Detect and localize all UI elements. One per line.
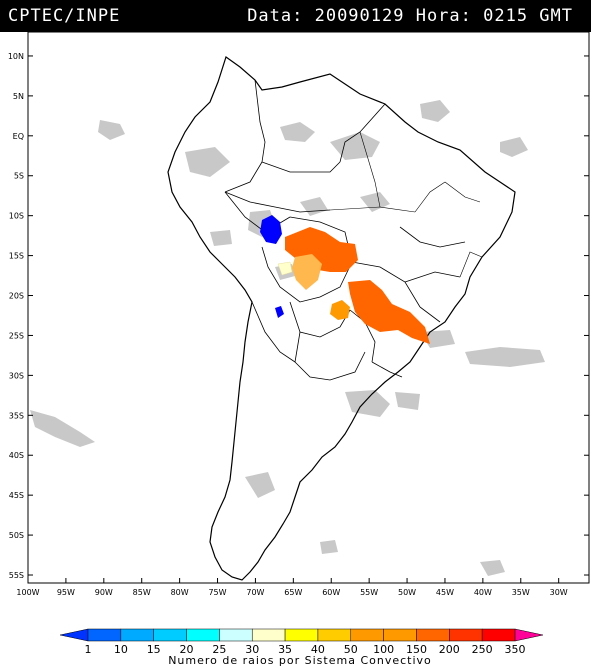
lon-tick-label: 50W bbox=[398, 588, 416, 597]
colorbar-swatch bbox=[120, 628, 154, 642]
lon-tick-label: 85W bbox=[133, 588, 151, 597]
lat-tick-label: 50S bbox=[9, 531, 24, 540]
colorbar-level-label: 40 bbox=[311, 643, 325, 656]
lon-tick-label: 65W bbox=[284, 588, 302, 597]
state-borders bbox=[329, 131, 483, 278]
lon-tick-label: 80W bbox=[171, 588, 189, 597]
lat-tick-label: 35S bbox=[9, 411, 24, 420]
lat-tick-label: 5N bbox=[13, 92, 24, 101]
lon-tick-label: 40W bbox=[474, 588, 492, 597]
lon-tick-label: 75W bbox=[208, 588, 226, 597]
datetime-label: Data: 20090129 Hora: 0215 GMT bbox=[247, 6, 573, 26]
lat-tick-label: EQ bbox=[13, 132, 24, 141]
storm-cluster-blue-peru bbox=[260, 215, 282, 244]
source-label: CPTEC/INPE bbox=[8, 6, 121, 26]
storm-cluster-orange-paraguay bbox=[330, 300, 350, 320]
lat-tick-label: 10S bbox=[9, 212, 24, 221]
colorbar-swatch bbox=[514, 628, 544, 642]
lon-tick-label: 95W bbox=[57, 588, 75, 597]
country-borders bbox=[224, 79, 466, 381]
colorbar-swatch bbox=[350, 628, 384, 642]
colorbar-level-label: 100 bbox=[373, 643, 394, 656]
colorbar-swatch bbox=[416, 628, 450, 642]
colorbar-level-label: 20 bbox=[180, 643, 194, 656]
lon-tick-label: 30W bbox=[550, 588, 568, 597]
lon-tick-label: 90W bbox=[95, 588, 113, 597]
lat-tick-label: 10N bbox=[8, 52, 24, 61]
lat-tick-label: 30S bbox=[9, 371, 24, 380]
coastline bbox=[167, 56, 516, 581]
lon-tick-label: 45W bbox=[436, 588, 454, 597]
title-bar: CPTEC/INPE Data: 20090129 Hora: 0215 GMT bbox=[0, 0, 591, 32]
lat-tick-label: 25S bbox=[9, 331, 24, 340]
lightning-map: 10N5NEQ5S10S15S20S25S30S35S40S45S50S55S … bbox=[8, 32, 590, 597]
lat-tick-label: 5S bbox=[14, 172, 24, 181]
colorbar-level-label: 250 bbox=[472, 643, 493, 656]
colorbar-swatch bbox=[284, 628, 319, 642]
colorbar-swatch bbox=[186, 628, 220, 642]
colorbar-swatch bbox=[219, 628, 253, 642]
longitude-axis: 100W 95W 90W 85W 80W 75W 70W 65W 60W 55W 50W 45W 40W… bbox=[16, 578, 568, 597]
lat-tick-label: 15S bbox=[9, 252, 24, 261]
lat-tick-label: 20S bbox=[9, 292, 24, 301]
colorbar-level-label: 350 bbox=[505, 643, 526, 656]
colorbar-swatch bbox=[481, 628, 516, 642]
storm-cluster-blue-chile bbox=[275, 306, 284, 318]
lat-tick-label: 55S bbox=[9, 571, 24, 580]
colorbar-swatch bbox=[87, 628, 122, 642]
colorbar-level-label: 200 bbox=[439, 643, 460, 656]
colorbar-level-label: 25 bbox=[212, 643, 226, 656]
colorbar-swatch bbox=[59, 628, 89, 642]
colorbar-swatch bbox=[449, 628, 483, 642]
lat-tick-label: 40S bbox=[9, 451, 24, 460]
storm-cluster-red-south-brazil bbox=[348, 280, 430, 344]
colorbar-level-label: 30 bbox=[245, 643, 259, 656]
storm-clusters bbox=[260, 215, 430, 344]
colorbar-level-label: 50 bbox=[344, 643, 358, 656]
lon-tick-label: 60W bbox=[322, 588, 340, 597]
colorbar-swatch bbox=[153, 628, 187, 642]
colorbar-level-label: 15 bbox=[147, 643, 161, 656]
colorbar-level-label: 35 bbox=[278, 643, 292, 656]
latitude-axis: 10N 5N EQ 5S 10S 15S 20S 25S 30S 35S 40S 45S 50S 55S bbox=[8, 52, 589, 580]
colorbar-swatch bbox=[383, 628, 417, 642]
colorbar: 1 10 15 20 25 30 35 40 50 100 150 200 250 350 bbox=[59, 628, 544, 656]
storm-cluster-pale-yellow bbox=[277, 261, 293, 276]
colorbar-level-label: 10 bbox=[114, 643, 128, 656]
colorbar-swatch bbox=[317, 628, 352, 642]
colorbar-title: Numero de raios por Sistema Convectivo bbox=[168, 654, 432, 667]
colorbar-level-label: 150 bbox=[406, 643, 427, 656]
colorbar-level-label: 1 bbox=[85, 643, 92, 656]
lat-tick-label: 45S bbox=[9, 491, 24, 500]
storm-cluster-light-orange-bolivia bbox=[292, 254, 322, 290]
lon-tick-label: 55W bbox=[360, 588, 378, 597]
lon-tick-label: 70W bbox=[246, 588, 264, 597]
lon-tick-label: 35W bbox=[512, 588, 530, 597]
colorbar-swatch bbox=[251, 628, 286, 642]
lon-tick-label: 100W bbox=[16, 588, 39, 597]
